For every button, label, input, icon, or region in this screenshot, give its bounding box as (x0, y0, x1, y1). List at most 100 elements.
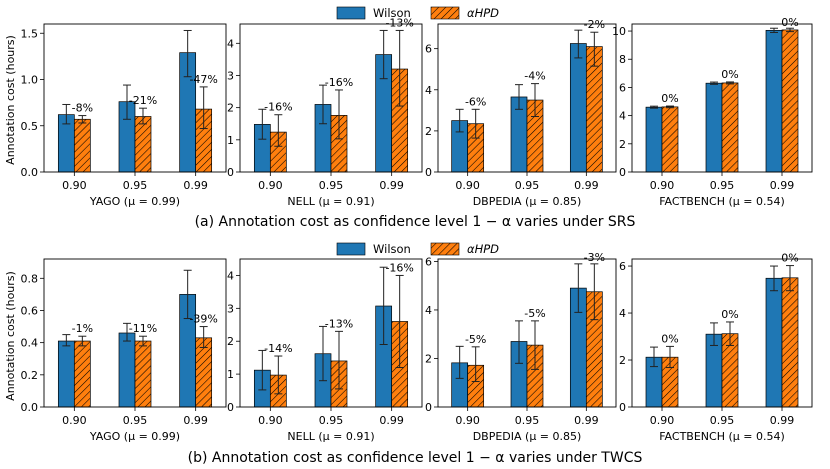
bar-ahpd (73, 340, 91, 408)
x-axis-title: FACTBENCH (μ = 0.54) (659, 195, 785, 208)
x-axis-title: FACTBENCH (μ = 0.54) (659, 430, 785, 443)
x-tick-label: 0.95 (319, 179, 344, 192)
x-tick-label: 0.95 (710, 179, 735, 192)
x-axis-title: YAGO (μ = 0.99) (89, 195, 180, 208)
y-tick-label: 1.5 (21, 27, 39, 40)
legend-twcs: Wilson αHPD (336, 242, 499, 256)
x-tick-label: 0.90 (62, 179, 87, 192)
legend-label-wilson: Wilson (373, 242, 411, 256)
y-tick-label: 1 (227, 368, 234, 381)
bar-ahpd (73, 118, 91, 173)
y-axis-title-srs: Annotation cost (hours) (4, 35, 17, 165)
y-tick-label: 0.5 (21, 120, 39, 133)
y-tick-label: 6 (619, 81, 626, 94)
x-tick-label: 0.95 (123, 414, 148, 427)
y-tick-label: 3 (227, 302, 234, 315)
x-axis-title: NELL (μ = 0.91) (287, 430, 374, 443)
x-tick-label: 0.99 (574, 179, 599, 192)
legend-swatch-ahpd (430, 242, 460, 256)
y-tick-label: 2 (227, 335, 234, 348)
y-tick-label: 4 (425, 84, 432, 97)
x-tick-label: 0.99 (379, 179, 404, 192)
y-tick-label: 0.2 (21, 369, 39, 382)
data-label: -6% (465, 95, 486, 108)
bar-ahpd (661, 106, 679, 173)
panel-4: 0.0 0.2 0.4 0.6 0.8 0.90 -1% 0.95 -11% 0.99 -39% YA… (21, 258, 227, 443)
panel-7: 0 2 4 6 0.90 0% 0.95 0% 0.99 0% FACTBENCH (μ = 0.5… (619, 252, 813, 443)
legend-swatch-wilson (336, 6, 366, 20)
plot-frame (239, 258, 423, 408)
bar-wilson (569, 43, 587, 173)
x-tick-label: 0.99 (379, 414, 404, 427)
x-tick-label: 0.99 (183, 414, 208, 427)
y-tick-label: 0.4 (21, 337, 39, 350)
y-tick-label: 2 (227, 102, 234, 115)
data-label: -11% (129, 322, 157, 335)
bar-wilson (118, 332, 136, 408)
data-label: -47% (189, 73, 217, 86)
y-tick-label: 4 (227, 37, 234, 50)
bar-ahpd (781, 29, 799, 173)
data-label: -13% (325, 317, 353, 330)
data-label: -1% (72, 322, 93, 335)
data-label: 0% (721, 68, 738, 81)
x-tick-label: 0.95 (515, 179, 540, 192)
y-tick-label: 0 (619, 401, 626, 414)
x-tick-label: 0.99 (574, 414, 599, 427)
panel-3: 0 2 4 6 8 10 0.90 0% 0.95 0% 0.99 0% FACTBENCH (μ = … (612, 16, 813, 208)
legend-swatch-wilson (336, 242, 366, 256)
panel-6: 0 2 4 6 0.90 -5% 0.95 -5% 0.99 -3% DBPEDIA (μ = 0.… (425, 251, 617, 443)
data-label: -13% (385, 16, 413, 29)
plot-frame (43, 258, 227, 408)
x-axis-title: DBPEDIA (μ = 0.85) (473, 195, 582, 208)
data-label: -2% (584, 18, 605, 31)
x-tick-label: 0.99 (183, 179, 208, 192)
data-label: -14% (264, 342, 292, 355)
x-tick-label: 0.99 (770, 414, 795, 427)
bar-ahpd (134, 340, 152, 408)
y-tick-label: 6 (425, 43, 432, 56)
plot-frame (631, 258, 813, 408)
panel-1: 0 1 2 3 4 0.90 -16% 0.95 -16% 0.99 -13% NELL (μ = 0… (227, 16, 423, 208)
data-label: 0% (781, 252, 798, 265)
y-tick-label: 6 (619, 260, 626, 273)
data-label: -4% (524, 70, 545, 83)
legend-srs: Wilson αHPD (336, 6, 499, 20)
y-axis-title-twcs: Annotation cost (hours) (4, 271, 17, 401)
data-label: -21% (129, 94, 157, 107)
x-tick-label: 0.90 (650, 179, 675, 192)
plot-frame (437, 23, 617, 173)
data-label: 0% (781, 16, 798, 29)
caption-twcs: (b) Annotation cost as confidence level … (188, 450, 643, 466)
bar-wilson (765, 277, 783, 408)
data-label: -16% (385, 261, 413, 274)
bar-ahpd (134, 116, 152, 173)
x-tick-label: 0.90 (258, 179, 283, 192)
legend-label-wilson: Wilson (373, 6, 411, 20)
y-tick-label: 2 (619, 138, 626, 151)
panel-5: 0 1 2 3 4 0.90 -14% 0.95 -13% 0.99 -16% NELL (μ = 0… (227, 258, 423, 443)
y-tick-label: 4 (619, 110, 626, 123)
bar-ahpd (781, 277, 799, 408)
data-label: -3% (584, 251, 605, 264)
x-tick-label: 0.95 (319, 414, 344, 427)
y-tick-label: 2 (425, 125, 432, 138)
y-tick-label: 8 (619, 53, 626, 66)
data-label: 0% (661, 332, 678, 345)
x-axis-title: NELL (μ = 0.91) (287, 195, 374, 208)
panel-2: 0 2 4 6 0.90 -6% 0.95 -4% 0.99 -2% DBPEDIA (μ = 0.… (425, 18, 617, 208)
data-label: -5% (524, 307, 545, 320)
bar-wilson (705, 82, 723, 173)
bar-wilson (57, 340, 75, 408)
plot-frame (43, 23, 227, 173)
x-tick-label: 0.90 (258, 414, 283, 427)
x-tick-label: 0.90 (650, 414, 675, 427)
caption-srs: (a) Annotation cost as confidence level … (195, 214, 636, 230)
data-label: -39% (189, 313, 217, 326)
plot-frame (437, 258, 617, 408)
x-tick-label: 0.99 (770, 179, 795, 192)
bar-ahpd (721, 82, 739, 173)
bar-wilson (645, 106, 663, 173)
bar-ahpd (195, 337, 213, 408)
